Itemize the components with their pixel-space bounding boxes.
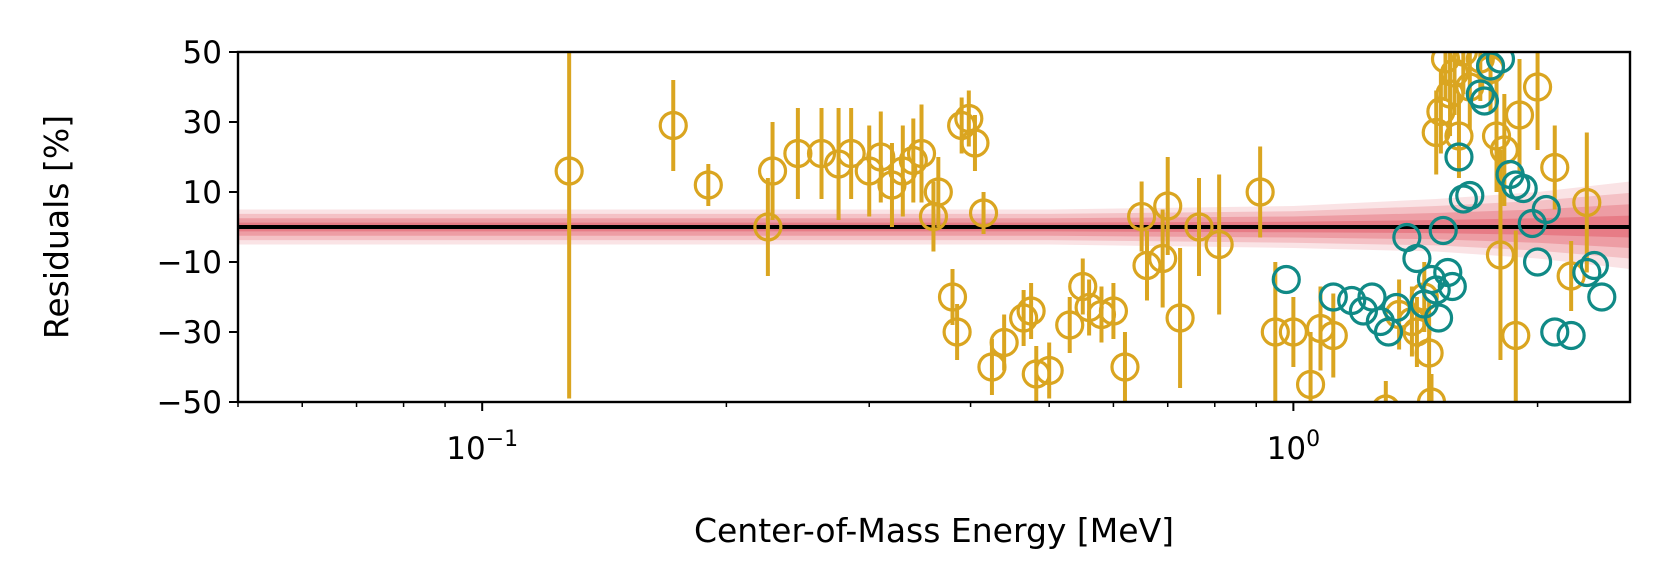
y-tick-label: −30 — [157, 315, 222, 351]
x-tick-label: 100 — [1267, 427, 1320, 467]
data-point — [942, 317, 972, 347]
data-point — [1184, 212, 1214, 242]
data-point — [1540, 152, 1570, 183]
data-point — [1433, 257, 1463, 288]
data-point — [937, 282, 968, 312]
y-tick-label: −10 — [157, 245, 222, 281]
data-point — [906, 138, 937, 169]
data-point — [968, 198, 999, 228]
data-point — [1423, 303, 1454, 333]
data-point — [960, 128, 990, 158]
data-point — [757, 156, 788, 186]
data-point — [1587, 282, 1617, 312]
data-point — [1271, 264, 1301, 295]
data-point — [1402, 243, 1432, 274]
data-point — [1055, 310, 1085, 340]
data-point — [1204, 229, 1234, 260]
x-tick-label: 10−1 — [446, 427, 518, 467]
data-point — [1501, 320, 1531, 351]
data-point — [1444, 142, 1474, 172]
data-point — [1465, 79, 1495, 109]
data-point — [1165, 303, 1195, 333]
y-tick-label: 30 — [183, 105, 222, 141]
data-point — [1455, 180, 1485, 211]
y-tick-label: 50 — [183, 35, 222, 71]
data-point — [693, 170, 723, 200]
data-point — [989, 327, 1019, 358]
data-point — [658, 110, 688, 141]
data-point — [1522, 247, 1553, 277]
data-point — [1034, 355, 1064, 386]
data-point — [1318, 320, 1348, 351]
data-series-2 — [1271, 52, 1617, 351]
data-point — [806, 138, 837, 169]
data-point — [1428, 215, 1458, 246]
data-point — [753, 212, 783, 242]
data-point — [1572, 187, 1602, 218]
data-point — [1540, 317, 1570, 347]
data-point — [1127, 201, 1157, 232]
data-point — [1448, 52, 1478, 67]
data-point — [1295, 369, 1326, 400]
data-point — [1245, 177, 1275, 207]
data-point — [1009, 303, 1039, 333]
data-point — [1508, 173, 1538, 204]
data-point — [1132, 250, 1162, 281]
data-point — [1016, 296, 1046, 326]
data-point — [1372, 394, 1399, 402]
y-axis-ticks: 50 30 10 −10 −30 −50 — [157, 35, 238, 421]
data-point — [1381, 292, 1412, 323]
data-point — [836, 138, 866, 169]
data-point — [1318, 282, 1348, 312]
data-point — [1153, 191, 1183, 221]
data-point — [923, 177, 953, 207]
data-point — [1260, 317, 1290, 347]
data-point — [1148, 243, 1178, 274]
data-point — [1556, 261, 1586, 291]
data-point — [1481, 121, 1512, 151]
data-point — [1416, 387, 1447, 402]
data-point — [1504, 100, 1535, 130]
data-point — [1579, 250, 1609, 281]
data-point — [1414, 338, 1444, 368]
data-point — [1522, 72, 1553, 102]
data-point — [1098, 296, 1129, 326]
y-tick-label: 10 — [183, 175, 222, 211]
data-point — [783, 138, 813, 169]
plot-frame — [236, 50, 1632, 404]
data-point — [1485, 240, 1516, 270]
y-axis-label: Residuals [%] — [37, 115, 76, 339]
data-point — [1437, 271, 1467, 302]
data-point — [1531, 194, 1561, 225]
data-point — [1485, 52, 1516, 74]
data-point — [1444, 121, 1474, 151]
data-point — [1572, 257, 1602, 288]
x-axis-label: Center-of-Mass Energy [MeV] — [694, 511, 1174, 550]
data-series-layer — [554, 52, 1617, 402]
data-point — [1348, 296, 1379, 326]
data-point — [1068, 271, 1098, 302]
data-point — [554, 156, 584, 186]
data-point — [1469, 86, 1500, 116]
data-point — [1110, 352, 1140, 382]
plot-area — [238, 52, 1630, 402]
y-tick-label: −50 — [157, 385, 222, 421]
data-point — [1556, 320, 1586, 351]
data-point — [898, 145, 928, 176]
data-point — [888, 156, 918, 186]
x-axis-ticks: 10−1 100 — [237, 402, 1539, 467]
